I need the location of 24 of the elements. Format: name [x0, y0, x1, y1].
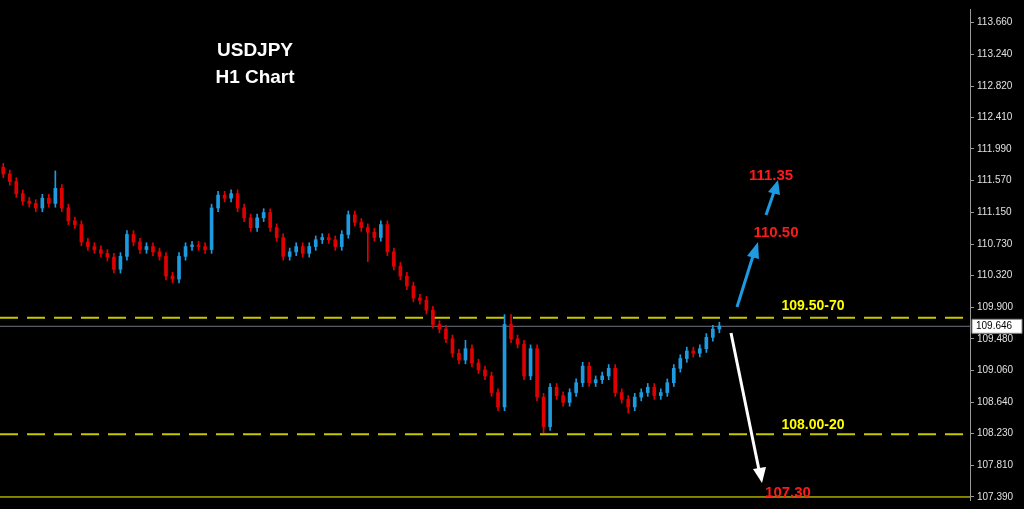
annotation: 107.30 [765, 483, 811, 501]
y-tick-label: 110.320 [977, 269, 1013, 281]
y-tick-label: 111.990 [977, 142, 1013, 154]
y-tick-label: 112.410 [977, 110, 1013, 122]
annotation: 110.50 [753, 223, 799, 241]
text: USDJPY [216, 38, 294, 62]
text: H1 Chart [214, 65, 296, 89]
y-tick-label: 113.240 [977, 48, 1013, 60]
y-tick-label: 112.820 [977, 79, 1013, 91]
y-tick-label: 109.900 [977, 300, 1014, 312]
y-tick-label: 108.230 [977, 427, 1014, 439]
annotation: 108.00-20 [781, 415, 845, 432]
y-tick-label: 109.060 [977, 364, 1014, 376]
y-tick-label: 108.640 [977, 396, 1014, 408]
y-tick-label: 110.730 [977, 238, 1013, 250]
y-tick-label: 109.480 [977, 332, 1014, 344]
y-tick-label: 107.810 [977, 458, 1014, 470]
annotation: 109.50-70 [781, 296, 845, 313]
ref-line-label: 109.646 [976, 320, 1013, 332]
y-tick-label: 111.570 [977, 174, 1013, 186]
y-tick-label: 111.150 [977, 206, 1013, 218]
y-tick-label: 107.390 [977, 490, 1014, 502]
annotation: 111.35 [748, 166, 794, 184]
y-tick-label: 113.660 [977, 16, 1013, 28]
